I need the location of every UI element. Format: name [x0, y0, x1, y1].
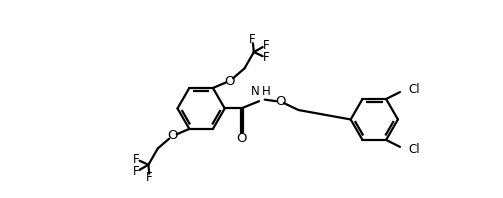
Text: O: O: [236, 132, 246, 145]
Text: O: O: [224, 75, 234, 88]
Text: F: F: [132, 165, 139, 178]
Text: O: O: [275, 95, 285, 108]
Text: H: H: [262, 85, 271, 98]
Text: O: O: [167, 129, 178, 142]
Text: F: F: [132, 153, 139, 166]
Text: Cl: Cl: [408, 83, 420, 96]
Text: Cl: Cl: [408, 143, 420, 156]
Text: F: F: [146, 171, 153, 184]
Text: N: N: [250, 85, 260, 98]
Text: F: F: [263, 39, 270, 52]
Text: F: F: [263, 51, 270, 64]
Text: F: F: [249, 33, 256, 46]
